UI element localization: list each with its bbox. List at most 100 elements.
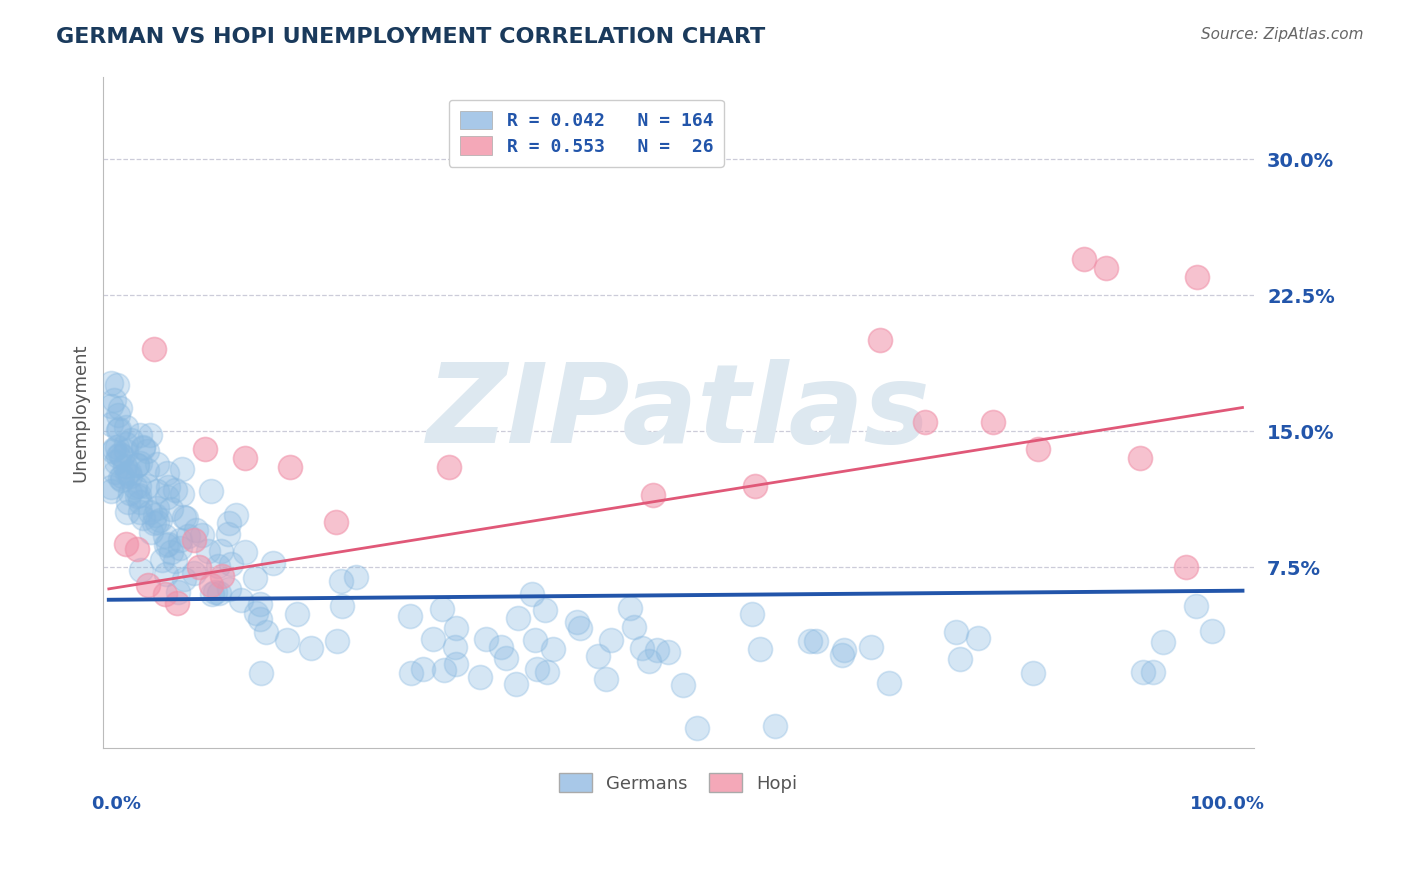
Point [1028, 442, 1050, 457]
Point [153, 529, 176, 543]
Point [100, 400, 122, 414]
Point [132, 441, 155, 455]
Point [131, 440, 153, 454]
Point [128, 479, 150, 493]
Point [209, 543, 232, 558]
Point [194, 442, 217, 457]
Point [638, 654, 661, 668]
Point [945, 624, 967, 639]
Point [135, 443, 157, 458]
Point [201, 587, 224, 601]
Point [200, 578, 222, 592]
Point [276, 633, 298, 648]
Point [155, 539, 177, 553]
Point [146, 501, 169, 516]
Point [249, 597, 271, 611]
Point [506, 611, 529, 625]
Point [565, 615, 588, 630]
Point [165, 554, 187, 568]
Point [145, 515, 167, 529]
Point [285, 607, 308, 621]
Point [631, 641, 654, 656]
Point [1142, 665, 1164, 680]
Text: 0.0%: 0.0% [91, 796, 142, 814]
Point [170, 487, 193, 501]
Point [114, 536, 136, 550]
Point [120, 469, 142, 483]
Point [129, 457, 152, 471]
Point [146, 484, 169, 499]
Point [595, 672, 617, 686]
Point [128, 488, 150, 502]
Point [110, 447, 132, 461]
Text: Source: ZipAtlas.com: Source: ZipAtlas.com [1201, 27, 1364, 42]
Point [141, 524, 163, 539]
Point [444, 657, 467, 672]
Point [177, 529, 200, 543]
Point [278, 460, 301, 475]
Point [174, 510, 197, 524]
Point [218, 582, 240, 597]
Point [599, 632, 621, 647]
Point [520, 587, 543, 601]
Point [200, 483, 222, 498]
Point [117, 467, 139, 481]
Point [183, 533, 205, 547]
Point [399, 666, 422, 681]
Point [169, 541, 191, 556]
Point [150, 552, 173, 566]
Point [127, 541, 149, 556]
Text: GERMAN VS HOPI UNEMPLOYMENT CORRELATION CHART: GERMAN VS HOPI UNEMPLOYMENT CORRELATION … [56, 27, 765, 46]
Legend: Germans, Hopi: Germans, Hopi [553, 766, 804, 800]
Point [831, 648, 853, 662]
Point [495, 650, 517, 665]
Point [103, 442, 125, 456]
Point [949, 652, 972, 666]
Point [100, 480, 122, 494]
Point [139, 428, 162, 442]
Point [173, 572, 195, 586]
Point [103, 393, 125, 408]
Point [914, 415, 936, 429]
Point [672, 678, 695, 692]
Point [229, 592, 252, 607]
Point [156, 466, 179, 480]
Point [128, 494, 150, 508]
Point [120, 434, 142, 448]
Point [169, 533, 191, 547]
Point [132, 511, 155, 525]
Point [647, 643, 669, 657]
Point [1073, 252, 1095, 266]
Point [741, 607, 763, 621]
Point [149, 513, 172, 527]
Point [170, 462, 193, 476]
Point [188, 560, 211, 574]
Point [233, 545, 256, 559]
Point [204, 584, 226, 599]
Point [806, 634, 828, 648]
Point [100, 376, 122, 391]
Point [981, 415, 1004, 429]
Point [225, 508, 247, 522]
Point [143, 516, 166, 530]
Point [115, 420, 138, 434]
Point [160, 545, 183, 559]
Point [100, 417, 122, 432]
Point [129, 563, 152, 577]
Point [114, 437, 136, 451]
Point [111, 450, 134, 464]
Point [254, 624, 277, 639]
Text: 100.0%: 100.0% [1191, 796, 1265, 814]
Point [146, 458, 169, 472]
Point [105, 454, 128, 468]
Point [249, 612, 271, 626]
Point [155, 566, 177, 581]
Point [207, 558, 229, 573]
Point [877, 676, 900, 690]
Point [299, 640, 322, 655]
Point [330, 599, 353, 613]
Point [523, 632, 546, 647]
Point [108, 471, 131, 485]
Point [1185, 599, 1208, 613]
Point [103, 443, 125, 458]
